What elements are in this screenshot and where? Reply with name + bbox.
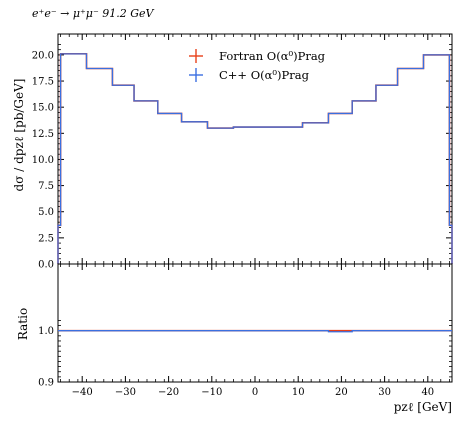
upper-y-tick-label: 15.0 bbox=[32, 103, 54, 114]
legend-item-fortran: Fortran O(α⁰)Prag bbox=[189, 49, 326, 63]
lower-y-tick-label: 1.0 bbox=[38, 326, 54, 337]
legend-label-cpp: C++ O(α⁰)Prag bbox=[219, 68, 310, 82]
x-axis-label: pzℓ [GeV] bbox=[394, 400, 452, 414]
lower-y-tick-label: 0.9 bbox=[38, 378, 54, 389]
x-axis-ticks: −40 −30 −20 −10 0 10 20 30 40 bbox=[60, 264, 450, 398]
x-tick-label: −10 bbox=[201, 387, 222, 398]
upper-y-tick-label: 10.0 bbox=[32, 155, 54, 166]
upper-y-tick-label: 20.0 bbox=[32, 50, 54, 61]
lower-panel: 0.9 1.0 −40 −30 −20 −10 0 10 20 30 40 Ratio bbox=[16, 263, 453, 398]
upper-y-tick-label: 0.0 bbox=[38, 260, 54, 271]
legend-marker-cpp bbox=[189, 68, 203, 82]
upper-y-tick-label: 7.5 bbox=[38, 181, 54, 192]
series-line-cpp bbox=[57, 53, 453, 264]
x-tick-label: 10 bbox=[292, 387, 305, 398]
ratio-line-cpp bbox=[58, 330, 452, 333]
chart-title: e⁺e⁻ → μ⁺μ⁻ 91.2 GeV bbox=[32, 7, 155, 20]
x-tick-label: −20 bbox=[158, 387, 179, 398]
legend-label-fortran: Fortran O(α⁰)Prag bbox=[219, 49, 326, 63]
legend-item-cpp: C++ O(α⁰)Prag bbox=[189, 68, 310, 82]
upper-y-tick-label: 5.0 bbox=[38, 207, 54, 218]
x-tick-label: −40 bbox=[72, 387, 93, 398]
lower-frame bbox=[57, 263, 453, 383]
x-tick-label: 0 bbox=[252, 387, 258, 398]
ratio-series bbox=[58, 329, 452, 333]
x-tick-label: 20 bbox=[335, 387, 348, 398]
x-tick-label: −30 bbox=[115, 387, 136, 398]
upper-y-axis-label: dσ / dpzℓ [pb/GeV] bbox=[12, 79, 26, 192]
upper-y-tick-label: 2.5 bbox=[38, 233, 54, 244]
x-tick-label: 40 bbox=[421, 387, 434, 398]
lower-y-ticks: 0.9 1.0 bbox=[38, 320, 452, 389]
legend-marker-fortran bbox=[189, 49, 203, 63]
lower-y-axis-label: Ratio bbox=[16, 308, 30, 340]
x-tick-label: 30 bbox=[378, 387, 391, 398]
upper-series bbox=[57, 53, 453, 264]
upper-y-tick-label: 12.5 bbox=[32, 129, 54, 140]
legend: Fortran O(α⁰)Prag C++ O(α⁰)Prag bbox=[189, 49, 326, 82]
upper-y-tick-label: 17.5 bbox=[32, 77, 54, 88]
